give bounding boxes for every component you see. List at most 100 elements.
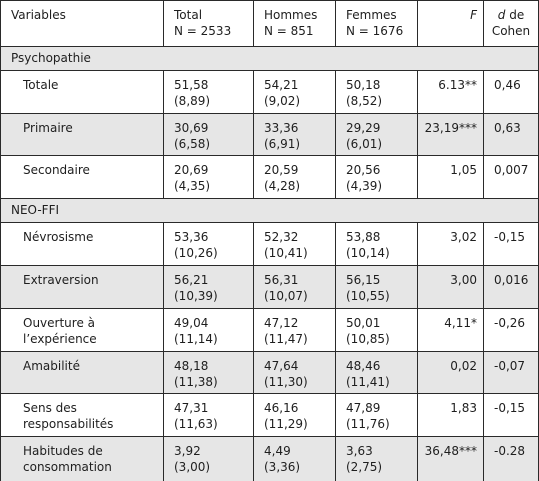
femmes-mean: 50,18 [346, 78, 381, 92]
f-cell: 3,02 [417, 223, 483, 266]
total-cell: 49,04 (11,14) [163, 309, 253, 352]
f-cell: 1,05 [417, 156, 483, 199]
femmes-sd: (10,85) [346, 332, 390, 346]
femmes-sd: (2,75) [346, 460, 383, 474]
femmes-cell: 3,63 (2,75) [335, 437, 417, 481]
row-label-line: consommation [23, 460, 112, 474]
hommes-mean: 20,59 [264, 163, 299, 177]
femmes-cell: 47,89 (11,76) [335, 394, 417, 437]
total-mean: 49,04 [174, 316, 209, 330]
row-label: Sens des responsabilités [1, 394, 163, 437]
femmes-sd: (11,76) [346, 417, 390, 431]
row-label: Secondaire [1, 156, 163, 199]
total-cell: 30,69 (6,58) [163, 114, 253, 156]
table-row: Extraversion 56,21 (10,39) 56,31 (10,07) 56,1… [1, 265, 538, 309]
row-label-line: l’expérience [23, 332, 97, 346]
total-sd: (11,14) [174, 332, 218, 346]
cohen-d-cell: -0.28 [483, 437, 538, 481]
cohen-d-cell: 0,63 [483, 114, 538, 156]
femmes-mean: 29,29 [346, 121, 381, 135]
f-cell: 1,83 [417, 394, 483, 437]
cohen-d-value: -0,26 [494, 316, 526, 330]
hommes-cell: 52,32 (10,41) [253, 223, 335, 266]
total-sd: (8,89) [174, 94, 211, 108]
cohen-d-value: -0,07 [494, 359, 526, 373]
hommes-sd: (10,41) [264, 246, 308, 260]
row-label-line: Amabilité [23, 359, 80, 373]
section-title-text: Psychopathie [11, 51, 91, 65]
femmes-cell: 20,56 (4,39) [335, 156, 417, 199]
hommes-mean: 47,12 [264, 316, 299, 330]
total-mean: 48,18 [174, 359, 209, 373]
header-total-label: Total [174, 8, 203, 22]
header-cohen-d-suffix: de [505, 8, 525, 22]
cohen-d-value: -0,15 [494, 401, 526, 415]
cohen-d-cell: -0,15 [483, 223, 538, 266]
f-cell: 4,11* [417, 309, 483, 352]
f-value: 1,83 [450, 401, 477, 415]
f-cell: 0,02 [417, 352, 483, 394]
hommes-cell: 46,16 (11,29) [253, 394, 335, 437]
header-row: Variables Total N = 2533 Hommes N = 851 … [1, 1, 538, 46]
f-cell: 3,00 [417, 266, 483, 309]
cohen-d-value: 0,46 [494, 78, 521, 92]
f-cell: 36,48*** [417, 437, 483, 481]
femmes-mean: 56,15 [346, 273, 381, 287]
table-row: Primaire 30,69 (6,58) 33,36 (6,91) 29,29 (6,01… [1, 113, 538, 156]
hommes-cell: 56,31 (10,07) [253, 266, 335, 309]
cohen-d-value: 0,007 [494, 163, 529, 177]
femmes-sd: (6,01) [346, 137, 383, 151]
row-label-line: Ouverture à [23, 316, 95, 330]
row-label-line: Extraversion [23, 273, 99, 287]
total-cell: 51,58 (8,89) [163, 71, 253, 114]
total-mean: 3,92 [174, 444, 201, 458]
femmes-mean: 50,01 [346, 316, 381, 330]
header-variables-text: Variables [11, 8, 66, 22]
femmes-cell: 29,29 (6,01) [335, 114, 417, 156]
total-sd: (10,39) [174, 289, 218, 303]
section-header-row: Psychopathie [1, 46, 538, 71]
row-label: Névrosisme [1, 223, 163, 266]
header-femmes-label: Femmes [346, 8, 397, 22]
hommes-cell: 54,21 (9,02) [253, 71, 335, 114]
hommes-mean: 4,49 [264, 444, 291, 458]
total-cell: 20,69 (4,35) [163, 156, 253, 199]
total-sd: (6,58) [174, 137, 211, 151]
femmes-mean: 3,63 [346, 444, 373, 458]
f-value: 3,00 [450, 273, 477, 287]
header-variables: Variables [1, 1, 163, 46]
row-label: Amabilité [1, 352, 163, 394]
f-value: 3,02 [450, 230, 477, 244]
f-value: 36,48*** [424, 444, 477, 458]
cohen-d-cell: -0,15 [483, 394, 538, 437]
row-label-line: Sens des [23, 401, 77, 415]
row-label-line: Primaire [23, 121, 73, 135]
header-f-text: F [470, 8, 477, 22]
cohen-d-value: -0,15 [494, 230, 526, 244]
table-row: Ouverture à l’expérience 49,04 (11,14) 47,12… [1, 308, 538, 352]
total-mean: 53,36 [174, 230, 209, 244]
hommes-sd: (11,47) [264, 332, 308, 346]
row-label: Extraversion [1, 266, 163, 309]
hommes-cell: 33,36 (6,91) [253, 114, 335, 156]
header-total-n: N = 2533 [174, 24, 232, 38]
femmes-mean: 47,89 [346, 401, 381, 415]
hommes-sd: (10,07) [264, 289, 308, 303]
row-label: Totale [1, 71, 163, 114]
femmes-cell: 53,88 (10,14) [335, 223, 417, 266]
cohen-d-value: -0.28 [494, 444, 526, 458]
total-cell: 56,21 (10,39) [163, 266, 253, 309]
f-value: 1,05 [450, 163, 477, 177]
table-row: Amabilité 48,18 (11,38) 47,64 (11,30) 48,46 (1… [1, 351, 538, 394]
row-label-line: Secondaire [23, 163, 90, 177]
total-cell: 48,18 (11,38) [163, 352, 253, 394]
table-row: Névrosisme 53,36 (10,26) 52,32 (10,41) 53,88 (… [1, 222, 538, 266]
total-mean: 20,69 [174, 163, 209, 177]
header-hommes: Hommes N = 851 [253, 1, 335, 46]
hommes-cell: 20,59 (4,28) [253, 156, 335, 199]
hommes-sd: (11,29) [264, 417, 308, 431]
table-row: Habitudes de consommation 3,92 (3,00) 4,49 (3… [1, 436, 538, 481]
header-hommes-label: Hommes [264, 8, 318, 22]
row-label-line: Névrosisme [23, 230, 94, 244]
femmes-cell: 48,46 (11,41) [335, 352, 417, 394]
